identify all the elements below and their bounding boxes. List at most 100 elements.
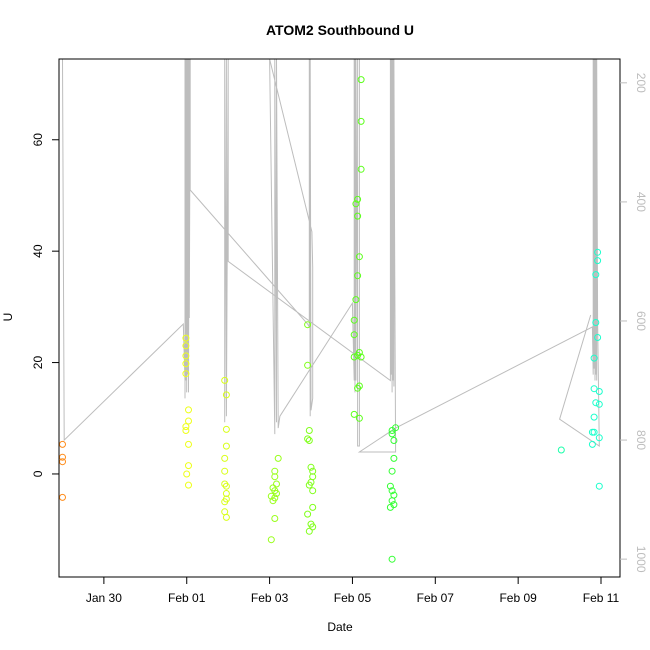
data-point [352, 200, 360, 208]
data-point [304, 361, 312, 369]
data-point [59, 493, 66, 501]
data-point [221, 508, 229, 516]
data-point [355, 414, 363, 422]
data-point [185, 440, 192, 448]
x-axis: Jan 30 Feb 01 Feb 03 Feb 05 Feb 07 Feb 09 Feb … [86, 577, 620, 605]
data-point [595, 482, 603, 490]
data-point [221, 480, 229, 488]
y-axis-left: 0 20 40 60 [31, 133, 59, 477]
data-point [590, 413, 598, 421]
data-point [594, 248, 602, 256]
data-point [305, 437, 313, 444]
data-point [271, 515, 279, 522]
data-point [390, 454, 398, 462]
data-point [267, 536, 275, 544]
data-point [354, 195, 362, 203]
data-point [590, 385, 598, 393]
x-tick-label: Feb 05 [334, 591, 372, 605]
data-point [305, 481, 313, 489]
data-point [388, 430, 396, 438]
data-point [388, 555, 396, 563]
data-point [185, 462, 192, 470]
data-point [354, 212, 362, 220]
data-point [595, 388, 603, 395]
data-point [350, 353, 358, 361]
data-point [309, 487, 317, 495]
data-point [357, 165, 365, 173]
y2-tick-label: 1000 [634, 546, 648, 573]
data-point [388, 427, 396, 434]
data-point [222, 482, 230, 490]
x-tick-label: Feb 01 [168, 591, 206, 605]
data-point [357, 117, 365, 125]
depth-trace [62, 58, 600, 453]
data-point [182, 352, 190, 360]
data-point [592, 399, 600, 407]
data-point [222, 391, 230, 399]
data-point [557, 446, 565, 454]
data-point [592, 271, 600, 279]
data-point [390, 437, 398, 444]
data-point [305, 527, 313, 535]
data-point [388, 487, 396, 495]
data-point [305, 427, 313, 434]
data-point [594, 334, 602, 341]
data-point [309, 503, 317, 511]
data-point [304, 435, 312, 443]
data-point [357, 76, 365, 84]
data-point [388, 497, 396, 505]
y2-tick-label: 600 [634, 311, 648, 331]
data-point [355, 253, 363, 261]
data-point [182, 334, 190, 342]
data-point [267, 492, 275, 500]
data-point [183, 470, 191, 478]
data-point [222, 513, 230, 521]
data-point [594, 257, 602, 265]
data-point [185, 406, 192, 414]
data-point [182, 427, 190, 434]
data-point [304, 510, 312, 518]
y2-tick-label: 200 [634, 73, 648, 93]
data-point [59, 458, 66, 466]
data-point [350, 410, 358, 418]
data-point [386, 482, 394, 490]
data-point [352, 296, 360, 304]
data-point [222, 425, 230, 433]
data-point [222, 495, 230, 503]
data-point [350, 316, 358, 324]
data-point [182, 370, 190, 378]
y-axis-right: 200 400 600 800 1000 [620, 73, 648, 573]
data-point [221, 467, 229, 475]
data-point [59, 440, 66, 448]
x-tick-label: Feb 03 [251, 591, 289, 605]
x-tick-label: Feb 09 [499, 591, 537, 605]
data-point [185, 481, 192, 489]
data-point [357, 353, 365, 361]
scatter-points [59, 76, 603, 563]
x-axis-label: Date [327, 620, 353, 634]
data-point [222, 442, 230, 450]
data-point [182, 342, 190, 350]
x-tick-label: Feb 07 [417, 591, 455, 605]
data-point [595, 400, 603, 408]
data-point [271, 473, 279, 481]
y-tick-label: 0 [31, 470, 45, 477]
data-point [386, 503, 394, 511]
data-point [274, 454, 282, 462]
data-point [309, 523, 317, 531]
data-point [354, 384, 362, 392]
y-tick-label: 20 [31, 356, 45, 370]
data-point [221, 454, 229, 462]
data-point [307, 463, 315, 471]
data-point [304, 321, 312, 329]
data-point [590, 354, 598, 362]
data-point [221, 376, 229, 384]
data-point [595, 434, 603, 442]
y-tick-label: 40 [31, 244, 45, 258]
depth-line [62, 58, 600, 453]
y2-tick-label: 400 [634, 192, 648, 212]
data-point [269, 497, 277, 505]
x-tick-label: Feb 11 [583, 591, 620, 605]
data-point [185, 417, 192, 425]
